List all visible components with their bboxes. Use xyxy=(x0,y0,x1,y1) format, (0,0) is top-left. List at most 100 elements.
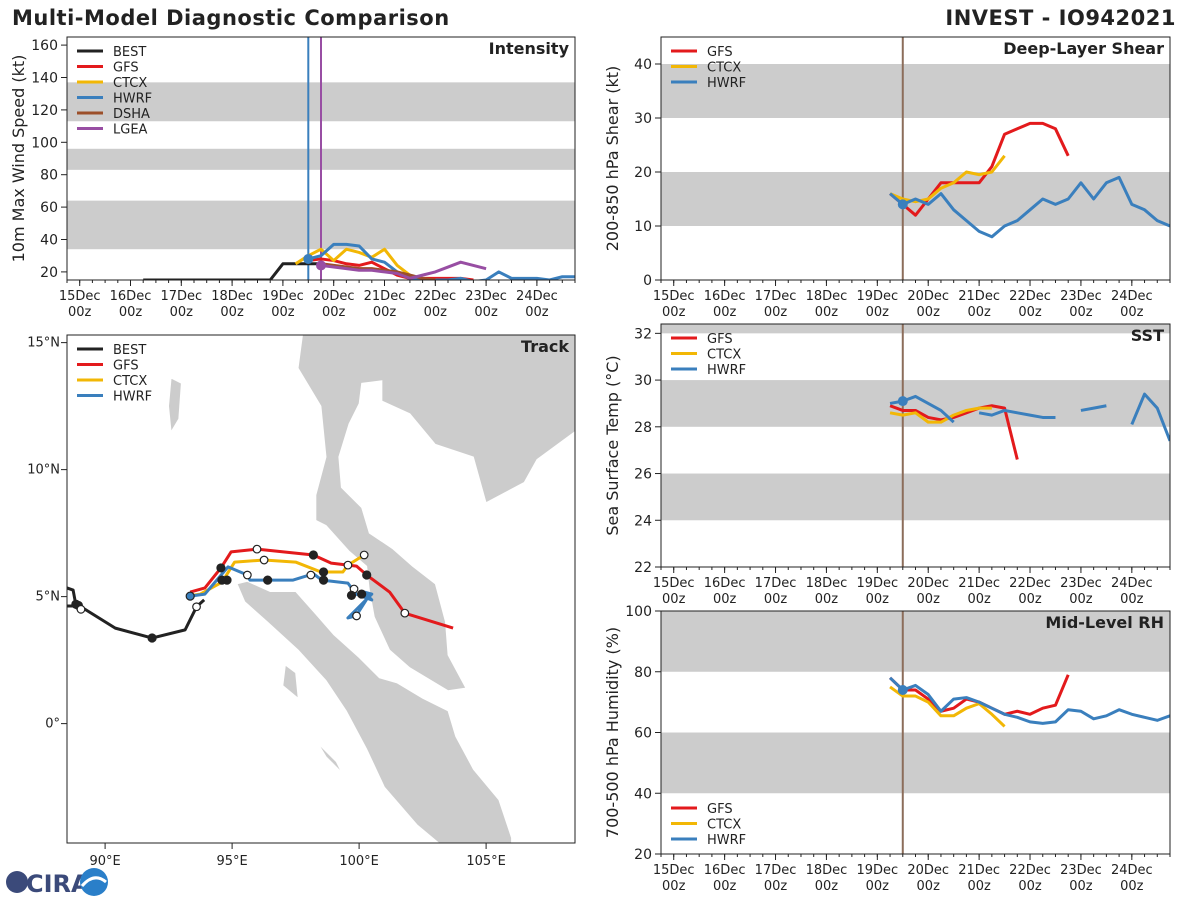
x-tick-label-hour: 00z xyxy=(1069,592,1093,607)
shaded-band xyxy=(661,324,1170,334)
x-tick-label: 19Dec xyxy=(262,289,304,304)
y-axis-label: Sea Surface Temp (°C) xyxy=(603,355,622,535)
x-tick-label: 19Dec xyxy=(856,576,898,591)
x-tick-label-hour: 00z xyxy=(1018,879,1042,894)
x-tick-label: 20Dec xyxy=(313,289,355,304)
lat-tick-label: 0° xyxy=(45,717,60,732)
plot-frame xyxy=(66,334,576,844)
y-tick-label: 60 xyxy=(634,726,652,742)
series-line-hwrf xyxy=(889,175,1170,239)
y-tick-label: 160 xyxy=(31,38,58,54)
x-tick-label: 17Dec xyxy=(160,289,202,304)
x-tick-label: 22Dec xyxy=(1009,576,1051,591)
x-tick-label: 22Dec xyxy=(1009,289,1051,304)
series-line-hwrf xyxy=(1130,392,1170,442)
x-tick-label: 21Dec xyxy=(364,289,406,304)
x-tick-label-hour: 00z xyxy=(373,305,397,320)
storm-id: INVEST - IO942021 xyxy=(945,6,1176,30)
legend-label: LGEA xyxy=(113,123,148,138)
legend-label: GFS xyxy=(113,359,139,374)
y-tick-label: 22 xyxy=(634,560,652,576)
x-tick-label-hour: 00z xyxy=(170,305,194,320)
cira-logo: CIRA xyxy=(6,868,108,898)
x-tick-label-hour: 00z xyxy=(1069,879,1093,894)
y-tick-label: 10 xyxy=(634,219,652,235)
x-tick-label-hour: 00z xyxy=(967,592,991,607)
y-tick-label: 40 xyxy=(634,786,652,802)
x-tick-label: 24Dec xyxy=(1111,863,1153,878)
y-tick-label: 100 xyxy=(31,135,58,151)
legend-label: HWRF xyxy=(707,76,746,91)
x-tick-label-hour: 00z xyxy=(713,879,737,894)
x-tick-label-hour: 00z xyxy=(917,879,941,894)
init-point-hwrf xyxy=(897,684,908,695)
track-marker-filled xyxy=(147,633,157,643)
legend-label: HWRF xyxy=(113,92,152,107)
x-tick-label-hour: 00z xyxy=(220,305,244,320)
x-tick-label-hour: 00z xyxy=(815,592,839,607)
x-tick-label: 24Dec xyxy=(1111,289,1153,304)
series-line-ctcx xyxy=(889,406,992,424)
x-tick-label: 20Dec xyxy=(907,863,949,878)
legend-label: CTCX xyxy=(707,61,741,76)
track-marker-open xyxy=(306,570,316,580)
track-marker-filled xyxy=(318,575,329,585)
y-tick-label: 40 xyxy=(40,233,58,249)
track-marker-open xyxy=(242,570,252,580)
x-tick-label-hour: 00z xyxy=(271,305,295,320)
x-tick-label-hour: 00z xyxy=(1069,305,1093,320)
x-tick-label: 24Dec xyxy=(516,289,558,304)
shear-panel: 15Dec00z16Dec00z17Dec00z18Dec00z19Dec00z… xyxy=(603,36,1171,320)
x-tick-label: 21Dec xyxy=(958,289,1000,304)
track-marker-filled xyxy=(357,589,367,599)
land-mass xyxy=(236,580,512,843)
track-marker-filled xyxy=(263,575,273,585)
legend-label: DSHA xyxy=(113,107,150,122)
x-tick-label: 23Dec xyxy=(1060,289,1102,304)
x-tick-label: 15Dec xyxy=(59,289,101,304)
x-tick-label-hour: 00z xyxy=(662,879,686,894)
figure-title: Multi-Model Diagnostic Comparison xyxy=(12,6,450,30)
x-tick-label: 22Dec xyxy=(414,289,456,304)
y-tick-label: 26 xyxy=(634,467,652,483)
panel-title: Intensity xyxy=(489,39,570,58)
init-point-hwrf xyxy=(897,199,908,210)
init-point-lgea xyxy=(316,260,326,271)
intensity-panel: 15Dec00z16Dec00z17Dec00z18Dec00z19Dec00z… xyxy=(9,36,576,320)
shaded-band xyxy=(661,611,1170,672)
y-tick-label: 30 xyxy=(634,111,652,127)
x-tick-label-hour: 00z xyxy=(713,305,737,320)
x-tick-label-hour: 00z xyxy=(1120,305,1144,320)
x-tick-label: 17Dec xyxy=(755,863,797,878)
series-line-ctcx xyxy=(889,685,1006,728)
init-point-hwrf xyxy=(897,396,908,407)
plot-frame xyxy=(660,610,1171,855)
y-tick-label: 120 xyxy=(31,103,58,119)
land-mass xyxy=(297,335,575,692)
x-tick-label: 22Dec xyxy=(1009,863,1051,878)
x-tick-label-hour: 00z xyxy=(866,879,890,894)
x-tick-label-hour: 00z xyxy=(917,305,941,320)
legend-label: GFS xyxy=(707,45,733,60)
y-tick-label: 0 xyxy=(643,273,652,289)
y-tick-label: 32 xyxy=(634,326,652,342)
track-marker-open xyxy=(76,604,86,614)
legend-label: GFS xyxy=(707,332,733,347)
y-tick-label: 20 xyxy=(40,265,58,281)
x-tick-label: 16Dec xyxy=(704,289,746,304)
track-marker-filled xyxy=(185,591,195,601)
legend-label: HWRF xyxy=(113,390,152,405)
legend-label: HWRF xyxy=(707,363,746,378)
series-line-best xyxy=(143,262,321,280)
y-axis-label: 10m Max Wind Speed (kt) xyxy=(9,55,28,263)
shaded-band xyxy=(661,64,1170,118)
x-tick-label: 23Dec xyxy=(1060,576,1102,591)
x-tick-label: 18Dec xyxy=(806,289,848,304)
x-tick-label: 18Dec xyxy=(806,863,848,878)
plot-frame xyxy=(660,36,1171,281)
track-marker-open xyxy=(192,602,201,612)
y-tick-label: 60 xyxy=(40,200,58,216)
x-tick-label-hour: 00z xyxy=(917,592,941,607)
legend-label: BEST xyxy=(113,45,146,60)
y-tick-label: 100 xyxy=(625,604,652,620)
